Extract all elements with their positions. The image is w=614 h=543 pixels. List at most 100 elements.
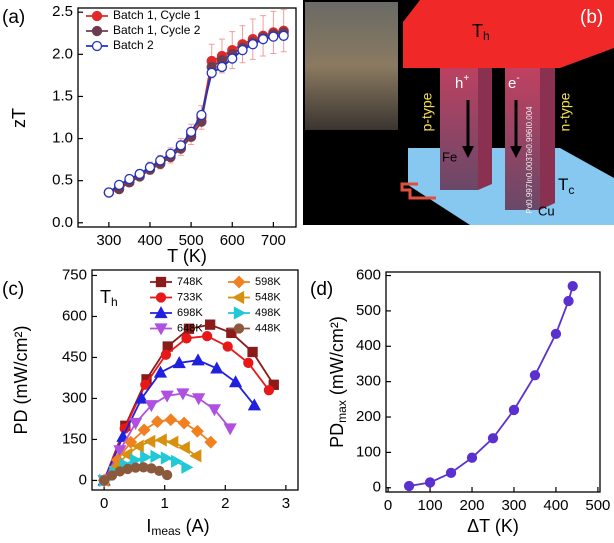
y-tick-label: 300 (62, 389, 87, 406)
marker (124, 173, 135, 185)
marker (113, 445, 127, 458)
x-axis-label: Imeas (A) (146, 516, 209, 538)
marker (113, 179, 125, 191)
label-part: I (146, 516, 151, 536)
y-tick-label: 400 (356, 337, 381, 354)
marker (155, 155, 166, 166)
marker (143, 434, 156, 448)
x-tick-label: 1 (161, 495, 169, 512)
marker (466, 452, 478, 463)
label-part: h (455, 75, 463, 92)
marker (550, 328, 562, 340)
legend-marker (91, 40, 103, 52)
circuit (400, 182, 436, 200)
y-axis-label: PD (mW/cm²) (11, 326, 31, 435)
marker (161, 469, 173, 481)
legend-label: Batch 2 (113, 38, 154, 52)
y-tick-label: 0 (79, 471, 87, 488)
y-tick-label: 1.5 (52, 87, 73, 104)
marker (160, 390, 174, 403)
marker (237, 44, 248, 56)
legend-label: 698K (177, 307, 203, 319)
marker (445, 467, 457, 479)
n-leg (505, 55, 540, 210)
label-part: + (463, 73, 469, 84)
y-tick-label: 2.5 (52, 3, 73, 20)
plot-frame (77, 7, 297, 228)
series-line (108, 31, 284, 194)
marker (103, 187, 114, 198)
marker (243, 357, 254, 369)
legend-marker (154, 306, 168, 319)
marker (247, 398, 261, 411)
legend-label: 548K (255, 291, 281, 303)
cold-label: Tc (558, 175, 574, 197)
label-part: T (472, 21, 483, 41)
marker (134, 168, 145, 180)
p-type-label: p-type (419, 92, 435, 131)
marker (153, 365, 168, 378)
panel-b: (b) Th Tc p-type n-type h+ e- Pd0.997In0… (303, 0, 614, 225)
x-axis-label: ΔT (K) (467, 516, 519, 536)
marker (181, 460, 194, 474)
marker (216, 61, 228, 73)
marker (177, 441, 190, 455)
y-tick-label: 750 (62, 266, 87, 283)
y-tick-label: 0.5 (52, 172, 73, 189)
legend-label: 598K (255, 276, 281, 288)
panel-label: (d) (310, 279, 333, 300)
marker (160, 349, 172, 360)
series-line (408, 285, 574, 487)
marker (204, 435, 218, 449)
legend-marker (232, 290, 245, 305)
marker (185, 126, 197, 137)
marker (160, 451, 173, 465)
marker (144, 400, 158, 413)
electron-arrow-head (510, 146, 522, 158)
marker (191, 424, 204, 438)
hot-label: Th (472, 21, 490, 43)
marker (165, 148, 176, 159)
annotation: Th (100, 287, 118, 309)
p-leg (440, 50, 478, 190)
panel-label: (a) (2, 7, 25, 28)
marker (154, 465, 165, 477)
label-part: c (568, 183, 574, 197)
x-tick-label: 600 (220, 232, 245, 249)
x-tick-label: 300 (501, 497, 526, 514)
marker (135, 391, 149, 404)
marker (567, 280, 578, 292)
marker (177, 416, 191, 430)
label-part: e (508, 75, 516, 92)
label-part: max (335, 400, 349, 423)
marker (563, 295, 574, 307)
y-tick-label: 150 (62, 430, 87, 447)
series-line (108, 34, 284, 194)
legend-marker (233, 323, 245, 334)
x-tick-label: 100 (418, 497, 443, 514)
marker (151, 415, 164, 429)
legend-marker (154, 323, 168, 336)
y-axis-label: zT (9, 108, 29, 128)
x-tick-label: 200 (460, 497, 485, 514)
marker (98, 475, 110, 486)
legend-marker (232, 275, 246, 289)
marker (191, 353, 205, 366)
marker (106, 470, 118, 481)
label-part: - (516, 73, 519, 84)
marker (137, 423, 151, 437)
marker (192, 393, 206, 406)
cu-label: Cu (538, 203, 555, 218)
marker (129, 417, 143, 430)
marker (257, 34, 269, 45)
marker (207, 404, 221, 417)
marker (487, 433, 499, 444)
marker (150, 449, 163, 463)
label-part: T (558, 175, 568, 194)
legend-marker (155, 276, 167, 288)
y-tick-label: 0 (373, 479, 381, 496)
marker (247, 346, 258, 358)
marker (144, 162, 156, 173)
marker (196, 109, 207, 121)
marker (166, 435, 179, 449)
